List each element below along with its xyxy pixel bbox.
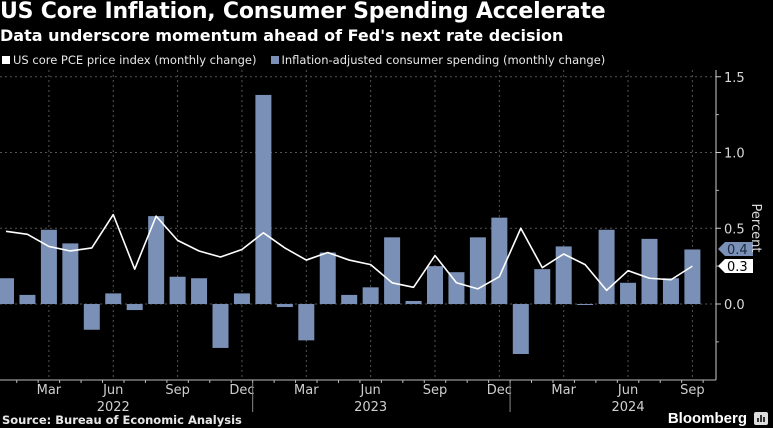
bar: [255, 94, 272, 305]
x-year-label: 2022: [97, 400, 130, 415]
bar-series: [0, 94, 701, 354]
pce-line: [5, 213, 693, 292]
pce-last-value-tag-shape: [718, 259, 753, 273]
chart-title: US Core Inflation, Consumer Spending Acc…: [0, 0, 606, 24]
x-tick-label: Mar: [37, 383, 62, 398]
x-tick-label: Mar: [551, 383, 576, 398]
x-tick-label: Dec: [229, 383, 254, 398]
x-tick-label: Mar: [294, 383, 319, 398]
spending-last-value-tag-shape: [718, 242, 753, 256]
x-year-label: 2023: [354, 400, 387, 415]
bar: [83, 304, 100, 330]
bar: [212, 304, 229, 348]
bar: [148, 216, 165, 304]
bar: [105, 293, 122, 304]
x-tick-label: Jun: [359, 383, 380, 398]
bar: [19, 294, 36, 304]
bar: [0, 278, 14, 304]
legend-swatch-pce: [2, 56, 10, 64]
bar: [233, 293, 250, 304]
bloomberg-chart-icon: [754, 412, 768, 425]
bar: [577, 304, 594, 305]
bar: [512, 304, 529, 354]
source-note: Source: Bureau of Economic Analysis: [2, 413, 242, 427]
y-tick-label: 1.5: [724, 71, 745, 86]
spending-last-value-tag: 0.4: [718, 242, 753, 258]
bar: [684, 249, 701, 304]
pce-last-value-tag-text: 0.3: [727, 260, 748, 275]
x-tick-label: Sep: [423, 383, 448, 398]
legend: US core PCE price index (monthly change)…: [2, 53, 605, 67]
x-tick-label: Sep: [680, 383, 705, 398]
bar: [62, 243, 79, 304]
pce-last-value-tag: 0.3: [718, 259, 753, 275]
bar: [448, 272, 465, 304]
bar: [620, 282, 637, 304]
bar: [298, 304, 315, 341]
bar: [555, 246, 572, 304]
spending-last-value-tag-text: 0.4: [727, 243, 748, 258]
bar: [126, 304, 143, 311]
y-tick-label: 0.5: [724, 222, 745, 237]
bloomberg-logo: Bloomberg: [667, 410, 747, 427]
x-tick-label: Jun: [617, 383, 638, 398]
legend-label-pce: US core PCE price index (monthly change): [13, 53, 257, 67]
x-tick-label: Sep: [165, 383, 190, 398]
bar: [469, 237, 486, 304]
bar: [641, 238, 658, 304]
bar: [341, 294, 358, 304]
bar: [362, 287, 379, 304]
bar: [534, 269, 551, 304]
y-tick-label: 1.0: [724, 147, 745, 162]
bar: [40, 229, 57, 304]
legend-item-spending: Inflation-adjusted consumer spending (mo…: [270, 53, 606, 67]
x-tick-label: Dec: [487, 383, 512, 398]
bar: [319, 252, 336, 304]
y-tick-label: 0.0: [724, 298, 745, 313]
legend-label-spending: Inflation-adjusted consumer spending (mo…: [281, 53, 606, 67]
legend-swatch-spending: [270, 56, 279, 64]
axes: 0.0 0.5 1.0 1.5 Mar Jun Sep Dec Mar Jun Sep Dec Mar J…: [0, 70, 753, 415]
bar: [384, 237, 401, 304]
bar: [662, 278, 679, 304]
bar: [427, 266, 443, 304]
bar: [169, 276, 186, 304]
bar: [191, 278, 208, 304]
bar: [491, 217, 508, 304]
line-series: [5, 213, 693, 292]
bar: [276, 304, 293, 308]
bar: [405, 300, 422, 304]
legend-item-pce: US core PCE price index (monthly change): [2, 53, 257, 67]
bar: [598, 229, 615, 304]
chart-subtitle: Data underscore momentum ahead of Fed's …: [0, 26, 564, 45]
x-year-label: 2024: [612, 400, 645, 415]
gridlines: [0, 70, 716, 380]
y-axis-label: Percent: [748, 204, 763, 253]
x-tick-label: Jun: [102, 383, 123, 398]
